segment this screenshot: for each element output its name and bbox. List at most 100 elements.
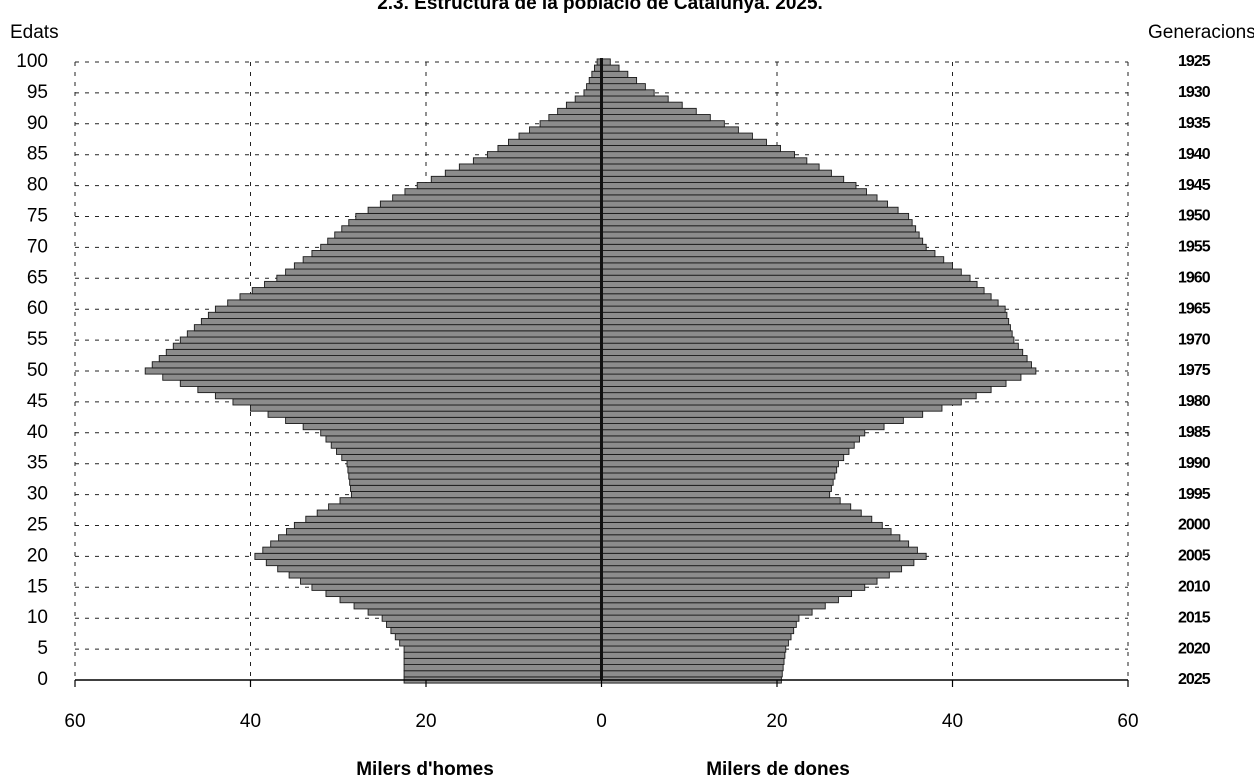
x-left-axis-title: Milers d'homes <box>356 759 494 780</box>
male-bar <box>330 441 602 449</box>
male-bar <box>346 460 602 468</box>
age-tick-label: 70 <box>27 236 48 257</box>
female-bar <box>601 175 845 183</box>
female-bar <box>601 466 838 474</box>
generation-tick-label: 1950 <box>1178 208 1211 225</box>
female-bar <box>601 70 629 78</box>
generation-tick-label: 1945 <box>1178 177 1211 194</box>
generation-tick-label: 2005 <box>1178 548 1211 565</box>
age-tick-label: 15 <box>27 576 48 597</box>
generation-tick-label: 2015 <box>1178 609 1211 626</box>
age-tick-label: 40 <box>27 422 48 443</box>
age-tick-label: 0 <box>37 669 48 690</box>
female-bar <box>601 274 971 282</box>
female-bar <box>601 373 1022 381</box>
age-tick-label: 60 <box>27 298 48 319</box>
x-tick-label: 60 <box>64 711 85 732</box>
age-tick-label: 10 <box>27 607 48 628</box>
male-bar <box>583 89 602 97</box>
male-bar <box>320 243 602 251</box>
male-bar <box>381 614 602 622</box>
generation-tick-label: 2010 <box>1178 579 1211 596</box>
age-tick-label: 25 <box>27 515 48 536</box>
female-bar <box>601 639 789 647</box>
generation-tick-label: 1940 <box>1178 146 1211 163</box>
female-bar <box>601 243 927 251</box>
male-bar <box>227 299 602 307</box>
age-tick-label: 65 <box>27 267 48 288</box>
male-bar <box>336 447 602 455</box>
male-bar <box>325 589 602 598</box>
male-bar <box>472 157 602 165</box>
male-bar <box>214 392 602 400</box>
female-bars <box>601 58 1037 684</box>
female-bar <box>601 342 1019 350</box>
age-tick-label: 55 <box>27 329 48 350</box>
female-bar <box>601 256 945 264</box>
female-bar <box>601 392 977 400</box>
male-bar <box>285 268 602 276</box>
female-bar <box>601 336 1015 344</box>
female-bar <box>601 633 792 641</box>
male-bar <box>288 571 602 579</box>
female-bar <box>601 497 841 505</box>
female-bar <box>601 163 820 171</box>
x-tick-label: 40 <box>942 711 963 732</box>
female-bar <box>601 311 1008 319</box>
generation-tick-label: 2000 <box>1178 517 1211 534</box>
female-bar <box>601 398 962 406</box>
male-bar <box>518 132 602 140</box>
female-bar <box>601 386 992 394</box>
female-bar <box>601 645 787 653</box>
generation-tick-label: 1970 <box>1178 331 1211 348</box>
male-bar <box>276 274 602 282</box>
male-bar <box>574 95 602 103</box>
female-bar <box>601 509 862 517</box>
female-bar <box>601 107 697 115</box>
male-bar <box>262 546 602 554</box>
female-bar <box>601 182 857 190</box>
male-bar <box>239 293 602 301</box>
male-bar <box>588 76 602 85</box>
male-bar <box>347 466 602 474</box>
male-bar <box>193 324 602 332</box>
female-bar <box>601 194 878 202</box>
female-bar <box>601 435 860 443</box>
male-bar <box>565 101 602 109</box>
female-bar <box>601 330 1013 338</box>
female-bar <box>601 231 920 239</box>
male-bar <box>325 435 602 443</box>
male-bar <box>207 311 602 319</box>
female-bar <box>601 101 683 109</box>
female-bar <box>601 583 866 591</box>
male-bar <box>339 596 602 604</box>
male-bar <box>165 348 602 356</box>
female-bar <box>601 478 834 486</box>
male-bar <box>349 478 602 486</box>
male-bar <box>353 602 602 610</box>
male-bar <box>379 200 602 208</box>
male-bar <box>557 107 602 115</box>
male-bar <box>186 330 602 338</box>
male-bar <box>320 429 602 437</box>
female-bar <box>601 151 796 159</box>
male-bar <box>529 126 602 134</box>
male-bar <box>539 120 602 128</box>
generation-tick-label: 1975 <box>1178 362 1211 379</box>
female-bar <box>601 318 1010 326</box>
female-bar <box>601 268 962 276</box>
female-bar <box>601 355 1028 363</box>
female-bar <box>601 293 992 301</box>
female-bar <box>601 324 1011 332</box>
x-tick-label: 20 <box>766 711 787 732</box>
generation-tick-label: 2025 <box>1178 671 1211 688</box>
female-bar <box>601 552 927 560</box>
age-tick-label: 30 <box>27 484 48 505</box>
age-tick-label: 95 <box>27 82 48 103</box>
axes <box>74 58 1129 687</box>
female-bar <box>601 515 873 523</box>
right-axis-title: Generacions <box>1148 22 1254 43</box>
female-bar <box>601 559 915 567</box>
male-bar <box>305 515 602 523</box>
